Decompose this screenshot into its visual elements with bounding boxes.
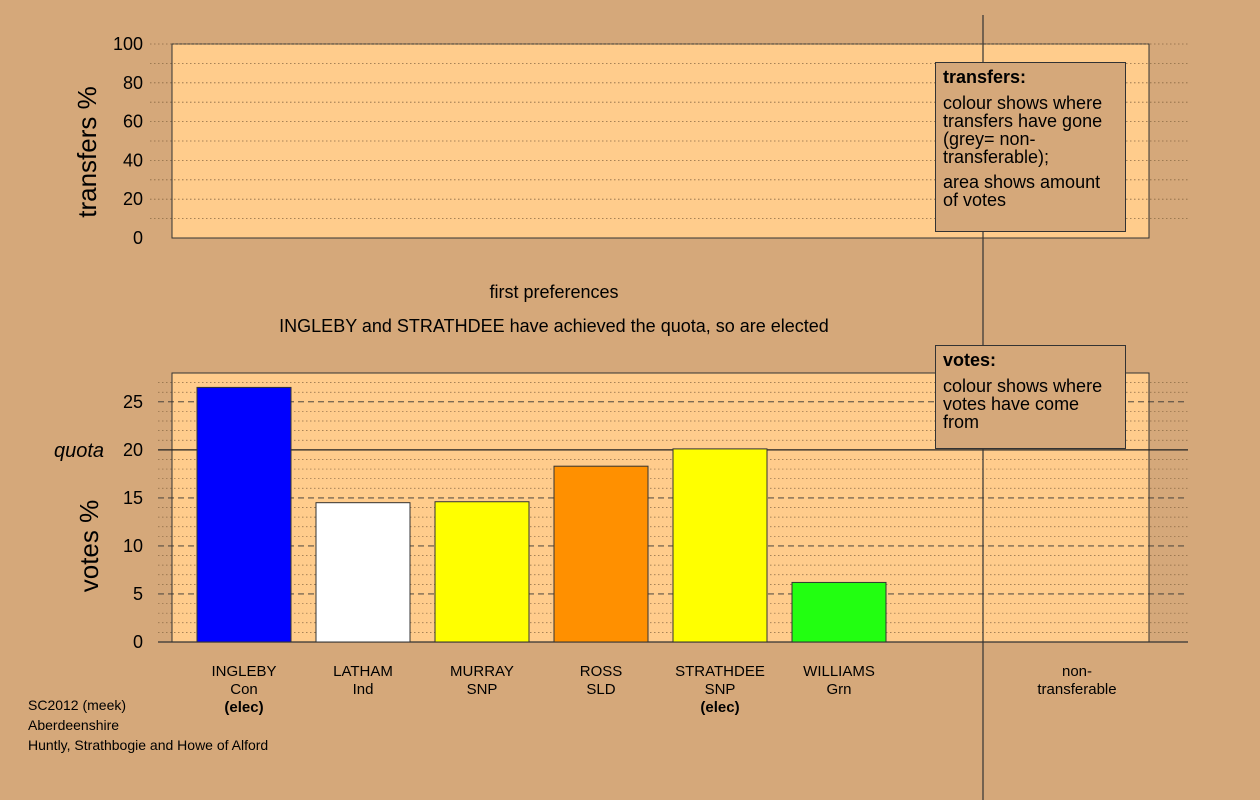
candidate-party: SNP <box>467 681 498 698</box>
chart-subtitle: INGLEBY and STRATHDEE have achieved the … <box>279 316 829 336</box>
votes-legend-text: colour shows where votes have come from <box>943 376 1103 432</box>
footer-line-3: Huntly, Strathbogie and Howe of Alford <box>28 737 269 753</box>
bar-strathdee <box>672 448 768 643</box>
bar-ross <box>553 465 649 643</box>
candidate-name: WILLIAMS <box>803 663 875 680</box>
transfers-tick-label: 40 <box>123 150 143 170</box>
candidate-party: Ind <box>353 681 374 698</box>
votes-tick-label: 20 <box>123 440 143 460</box>
votes-tick-label: 15 <box>123 488 143 508</box>
nontransferable-label-2: transferable <box>1037 681 1116 698</box>
votes-tick-label: 25 <box>123 392 143 412</box>
votes-y-ticks: 0 5 10 15 20 25 <box>123 392 143 652</box>
candidate-name: ROSS <box>580 663 623 680</box>
candidate-elected: (elec) <box>700 699 739 716</box>
bar-williams <box>791 581 887 643</box>
transfers-legend: transfers: colour shows where transfers … <box>935 62 1126 232</box>
candidate-party: SLD <box>586 681 615 698</box>
votes-tick-label: 0 <box>133 632 143 652</box>
votes-bars <box>196 386 887 643</box>
candidate-party: Grn <box>826 681 851 698</box>
candidate-name: LATHAM <box>333 663 393 680</box>
transfers-legend-text-2: area shows amount of votes <box>943 172 1101 210</box>
candidate-name: STRATHDEE <box>675 663 765 680</box>
transfers-tick-label: 60 <box>123 112 143 132</box>
footer-line-2: Aberdeenshire <box>28 717 120 733</box>
transfers-tick-label: 100 <box>113 34 143 54</box>
votes-tick-label: 5 <box>133 584 143 604</box>
votes-legend-title: votes: <box>943 350 997 370</box>
chart-title: first preferences <box>489 282 618 302</box>
bar-ingleby <box>196 386 292 643</box>
candidate-party: SNP <box>705 681 736 698</box>
nontransferable-label-1: non- <box>1062 663 1092 680</box>
transfers-tick-label: 0 <box>133 228 143 248</box>
footer-line-1: SC2012 (meek) <box>28 697 127 713</box>
transfers-y-ticks: 0 20 40 60 80 100 <box>113 34 143 248</box>
transfers-legend-text-1: colour shows where transfers have gone (… <box>943 93 1103 167</box>
transfers-tick-label: 20 <box>123 189 143 209</box>
candidate-name: MURRAY <box>450 663 514 680</box>
candidate-name: INGLEBY <box>211 663 276 680</box>
votes-axis-title: votes % <box>74 500 104 593</box>
transfers-legend-title: transfers: <box>943 67 1027 87</box>
votes-tick-label: 10 <box>123 536 143 556</box>
bar-latham <box>315 502 411 643</box>
votes-legend: votes: colour shows where votes have com… <box>935 345 1126 449</box>
bar-murray <box>434 501 530 643</box>
candidate-labels: INGLEBYCon(elec)LATHAMIndMURRAYSNPROSSSL… <box>211 663 874 716</box>
candidate-elected: (elec) <box>224 699 263 716</box>
quota-label: quota <box>54 440 104 462</box>
transfers-tick-label: 80 <box>123 73 143 93</box>
transfers-axis-title: transfers % <box>72 86 102 218</box>
candidate-party: Con <box>230 681 258 698</box>
